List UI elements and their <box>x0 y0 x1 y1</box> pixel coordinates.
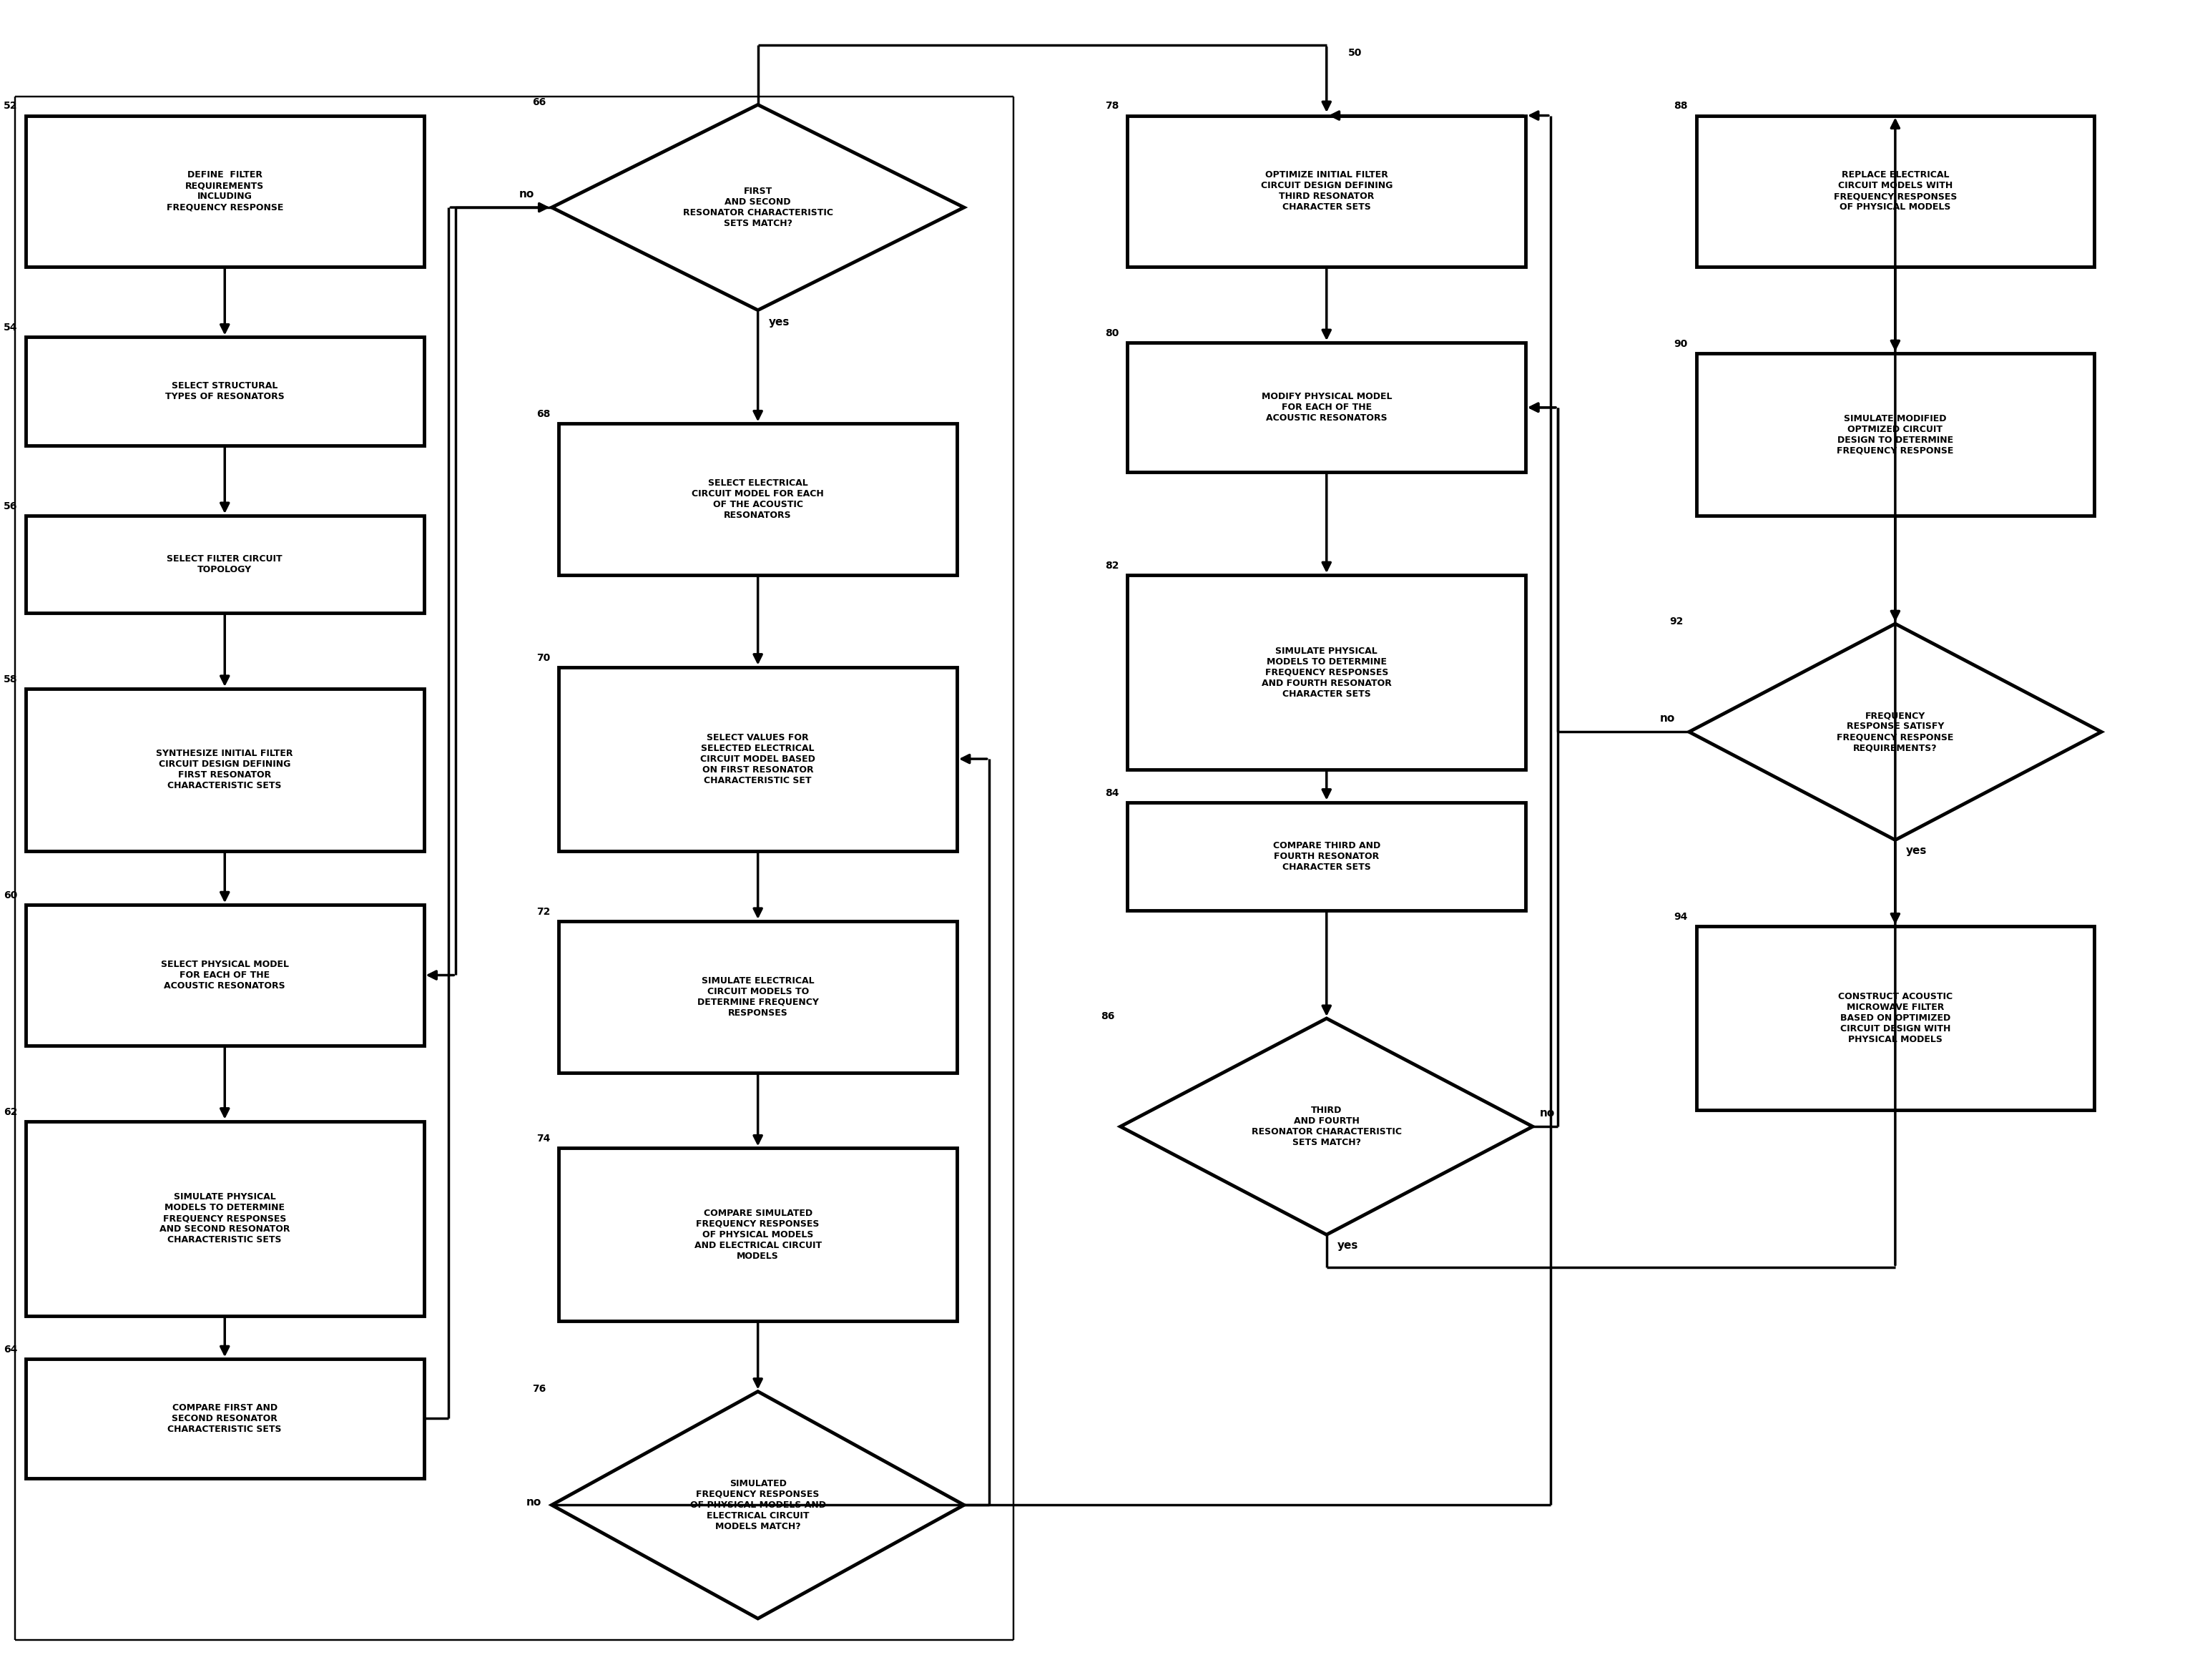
Text: 72: 72 <box>536 907 551 917</box>
FancyBboxPatch shape <box>558 667 957 850</box>
Text: 88: 88 <box>1674 101 1687 111</box>
Text: DEFINE  FILTER
REQUIREMENTS
INCLUDING
FREQUENCY RESPONSE: DEFINE FILTER REQUIREMENTS INCLUDING FRE… <box>165 170 282 212</box>
Text: FIRST
AND SECOND
RESONATOR CHARACTERISTIC
SETS MATCH?: FIRST AND SECOND RESONATOR CHARACTERISTI… <box>684 186 833 228</box>
Text: OPTIMIZE INITIAL FILTER
CIRCUIT DESIGN DEFINING
THIRD RESONATOR
CHARACTER SETS: OPTIMIZE INITIAL FILTER CIRCUIT DESIGN D… <box>1261 170 1394 212</box>
Polygon shape <box>551 1391 964 1618</box>
FancyBboxPatch shape <box>26 516 423 613</box>
Text: no: no <box>518 188 534 200</box>
FancyBboxPatch shape <box>1696 116 2095 267</box>
Text: 82: 82 <box>1105 561 1118 571</box>
Text: 70: 70 <box>536 652 551 662</box>
FancyBboxPatch shape <box>26 689 423 850</box>
Text: COMPARE FIRST AND
SECOND RESONATOR
CHARACTERISTIC SETS: COMPARE FIRST AND SECOND RESONATOR CHARA… <box>168 1403 282 1433</box>
FancyBboxPatch shape <box>1127 116 1526 267</box>
Text: no: no <box>1660 712 1676 724</box>
Text: SIMULATE PHYSICAL
MODELS TO DETERMINE
FREQUENCY RESPONSES
AND FOURTH RESONATOR
C: SIMULATE PHYSICAL MODELS TO DETERMINE FR… <box>1261 647 1391 699</box>
Text: 60: 60 <box>4 890 18 900</box>
FancyBboxPatch shape <box>26 338 423 445</box>
Text: 56: 56 <box>4 501 18 511</box>
Text: yes: yes <box>1336 1240 1358 1252</box>
Text: no: no <box>1539 1107 1555 1119</box>
Text: 86: 86 <box>1100 1011 1116 1021</box>
FancyBboxPatch shape <box>558 921 957 1072</box>
Text: SIMULATED
FREQUENCY RESPONSES
OF PHYSICAL MODELS AND
ELECTRICAL CIRCUIT
MODELS M: SIMULATED FREQUENCY RESPONSES OF PHYSICA… <box>690 1478 827 1530</box>
Text: THIRD
AND FOURTH
RESONATOR CHARACTERISTIC
SETS MATCH?: THIRD AND FOURTH RESONATOR CHARACTERISTI… <box>1252 1105 1402 1147</box>
Text: 76: 76 <box>531 1384 547 1394</box>
FancyBboxPatch shape <box>1127 801 1526 911</box>
Text: REPLACE ELECTRICAL
CIRCUIT MODELS WITH
FREQUENCY RESPONSES
OF PHYSICAL MODELS: REPLACE ELECTRICAL CIRCUIT MODELS WITH F… <box>1835 170 1956 212</box>
Text: 66: 66 <box>531 97 547 108</box>
Polygon shape <box>551 104 964 311</box>
Polygon shape <box>1689 623 2101 840</box>
Text: SIMULATE ELECTRICAL
CIRCUIT MODELS TO
DETERMINE FREQUENCY
RESPONSES: SIMULATE ELECTRICAL CIRCUIT MODELS TO DE… <box>697 976 818 1018</box>
Text: 58: 58 <box>2 674 18 684</box>
Text: COMPARE SIMULATED
FREQUENCY RESPONSES
OF PHYSICAL MODELS
AND ELECTRICAL CIRCUIT
: COMPARE SIMULATED FREQUENCY RESPONSES OF… <box>695 1208 822 1260</box>
Text: SELECT PHYSICAL MODEL
FOR EACH OF THE
ACOUSTIC RESONATORS: SELECT PHYSICAL MODEL FOR EACH OF THE AC… <box>161 959 289 991</box>
Text: SIMULATE PHYSICAL
MODELS TO DETERMINE
FREQUENCY RESPONSES
AND SECOND RESONATOR
C: SIMULATE PHYSICAL MODELS TO DETERMINE FR… <box>159 1193 291 1245</box>
Text: FREQUENCY
RESPONSE SATISFY
FREQUENCY RESPONSE
REQUIREMENTS?: FREQUENCY RESPONSE SATISFY FREQUENCY RES… <box>1837 711 1954 753</box>
Polygon shape <box>1120 1018 1532 1235</box>
Text: 52: 52 <box>2 101 18 111</box>
Text: 68: 68 <box>536 410 551 420</box>
Text: 94: 94 <box>1674 912 1687 922</box>
Text: 90: 90 <box>1674 339 1687 349</box>
Text: 80: 80 <box>1105 328 1118 338</box>
Text: yes: yes <box>1905 845 1927 857</box>
Text: SYNTHESIZE INITIAL FILTER
CIRCUIT DESIGN DEFINING
FIRST RESONATOR
CHARACTERISTIC: SYNTHESIZE INITIAL FILTER CIRCUIT DESIGN… <box>157 749 293 791</box>
Text: 62: 62 <box>4 1107 18 1117</box>
FancyBboxPatch shape <box>26 1359 423 1478</box>
FancyBboxPatch shape <box>1696 926 2095 1110</box>
Text: 92: 92 <box>1669 617 1682 627</box>
FancyBboxPatch shape <box>558 423 957 575</box>
FancyBboxPatch shape <box>26 116 423 267</box>
Text: 54: 54 <box>2 323 18 333</box>
Text: SELECT ELECTRICAL
CIRCUIT MODEL FOR EACH
OF THE ACOUSTIC
RESONATORS: SELECT ELECTRICAL CIRCUIT MODEL FOR EACH… <box>692 479 825 521</box>
Text: 64: 64 <box>4 1344 18 1354</box>
FancyBboxPatch shape <box>1127 343 1526 472</box>
FancyBboxPatch shape <box>558 1147 957 1320</box>
Text: SIMULATE MODIFIED
OPTMIZED CIRCUIT
DESIGN TO DETERMINE
FREQUENCY RESPONSE: SIMULATE MODIFIED OPTMIZED CIRCUIT DESIG… <box>1837 413 1954 455</box>
FancyBboxPatch shape <box>1127 575 1526 769</box>
FancyBboxPatch shape <box>26 1121 423 1315</box>
Text: 50: 50 <box>1347 49 1363 57</box>
Text: 78: 78 <box>1105 101 1118 111</box>
Text: 74: 74 <box>536 1134 551 1144</box>
Text: 84: 84 <box>1105 788 1118 798</box>
FancyBboxPatch shape <box>26 906 423 1045</box>
Text: SELECT STRUCTURAL
TYPES OF RESONATORS: SELECT STRUCTURAL TYPES OF RESONATORS <box>165 381 284 402</box>
Text: MODIFY PHYSICAL MODEL
FOR EACH OF THE
ACOUSTIC RESONATORS: MODIFY PHYSICAL MODEL FOR EACH OF THE AC… <box>1261 391 1391 423</box>
Text: no: no <box>525 1497 540 1507</box>
Text: SELECT FILTER CIRCUIT
TOPOLOGY: SELECT FILTER CIRCUIT TOPOLOGY <box>168 554 282 575</box>
Text: yes: yes <box>770 316 789 328</box>
Text: CONSTRUCT ACOUSTIC
MICROWAVE FILTER
BASED ON OPTIMIZED
CIRCUIT DESIGN WITH
PHYSI: CONSTRUCT ACOUSTIC MICROWAVE FILTER BASE… <box>1839 993 1951 1045</box>
FancyBboxPatch shape <box>1696 353 2095 516</box>
Text: SELECT VALUES FOR
SELECTED ELECTRICAL
CIRCUIT MODEL BASED
ON FIRST RESONATOR
CHA: SELECT VALUES FOR SELECTED ELECTRICAL CI… <box>701 732 816 785</box>
Text: COMPARE THIRD AND
FOURTH RESONATOR
CHARACTER SETS: COMPARE THIRD AND FOURTH RESONATOR CHARA… <box>1272 842 1380 872</box>
